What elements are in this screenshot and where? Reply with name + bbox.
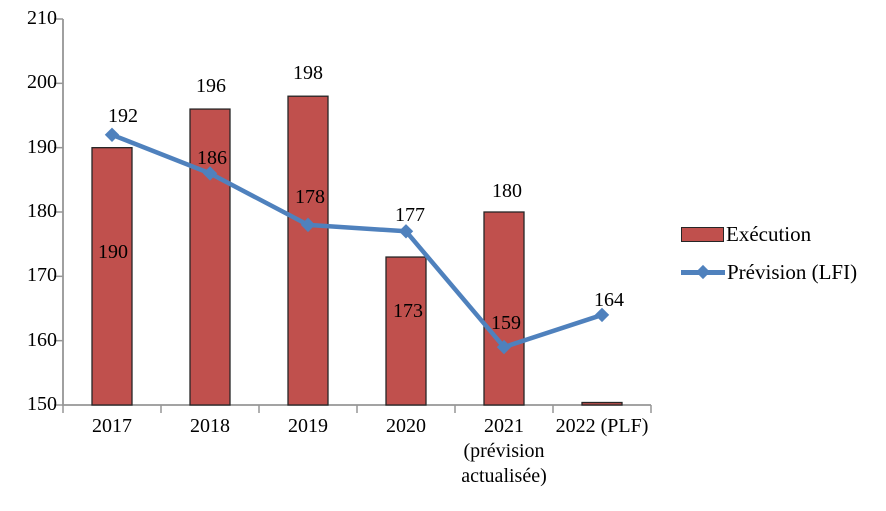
x-axis-category-label: 2019 — [288, 415, 328, 437]
y-axis-tick-label: 210 — [27, 7, 57, 29]
data-label-prevision-2018: 186 — [197, 147, 227, 169]
line-marker-2022 (PLF) — [594, 307, 610, 323]
y-axis-tick-label: 190 — [27, 135, 57, 158]
y-axis-tick-label: 200 — [27, 71, 57, 94]
data-label-execution-2019: 198 — [293, 62, 323, 84]
line-marker-2019 — [300, 217, 316, 233]
bar-2020 — [385, 256, 427, 406]
legend-prevision-label: Prévision (LFI) — [727, 260, 858, 284]
line-marker-2020 — [398, 224, 414, 239]
y-axis-tick-label: 150 — [27, 393, 57, 415]
bar-2018 — [189, 108, 231, 406]
legend-prevision-swatch — [681, 261, 725, 283]
data-label-execution-2021: 180 — [492, 180, 522, 202]
legend-execution-label: Exécution — [726, 222, 812, 246]
x-axis-category-label: 2018 — [190, 415, 230, 437]
chart-legend: Exécution Prévision (LFI) — [681, 223, 857, 283]
line-marker-2021 — [496, 339, 512, 355]
data-label-execution-2020: 173 — [393, 300, 423, 322]
y-axis-tick-label: 180 — [27, 200, 57, 222]
legend-execution-swatch — [681, 226, 724, 242]
x-axis-category-label: 2021 (prévision actualisée) — [461, 415, 547, 487]
data-label-prevision-2021: 159 — [491, 312, 521, 334]
line-marker-2017 — [104, 127, 120, 142]
x-axis-category-label: 2017 — [92, 415, 132, 437]
line-marker-2018 — [202, 166, 218, 181]
data-label-prevision-2022 (PLF): 164 — [594, 289, 624, 311]
data-label-prevision-2017: 192 — [108, 105, 138, 127]
legend-item-execution: Exécution — [681, 223, 857, 245]
y-axis-tick-label: 160 — [27, 328, 57, 351]
data-label-prevision-2019: 178 — [295, 186, 325, 208]
bar-2021 — [483, 211, 525, 406]
data-label-prevision-2020: 177 — [395, 204, 425, 226]
x-axis-category-label: 2020 — [386, 415, 426, 437]
axis-lines — [62, 19, 651, 406]
bar-2022 (PLF) — [581, 401, 623, 406]
y-axis-tick-label: 170 — [27, 264, 57, 287]
data-label-execution-2018: 196 — [196, 75, 226, 97]
bar-2019 — [287, 95, 329, 406]
legend-diamond-icon — [695, 264, 711, 280]
bar-2017 — [91, 147, 133, 406]
prevision-line — [111, 132, 603, 350]
x-axis-category-label: 2022 (PLF) — [555, 415, 649, 437]
legend-item-prevision: Prévision (LFI) — [681, 261, 857, 283]
data-label-execution-2017: 190 — [98, 241, 128, 263]
